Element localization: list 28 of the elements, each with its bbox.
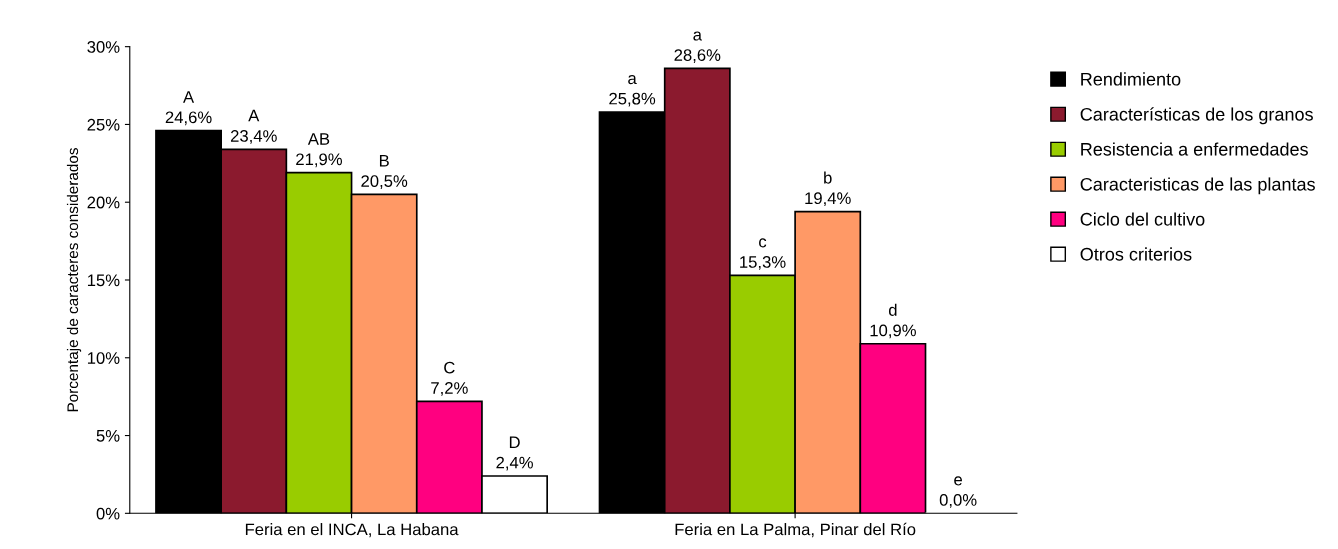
- data-label: C 7,2%: [431, 361, 468, 396]
- y-tick-label: 30%: [87, 41, 120, 53]
- y-tick-label: 0%: [96, 507, 120, 520]
- data-label: a 25,8%: [609, 75, 656, 107]
- legend-label: Rendimiento: [1081, 72, 1181, 86]
- data-label: a 28,6%: [674, 31, 721, 63]
- y-tick-label: 25%: [87, 118, 120, 131]
- legend-label: Caracteristicas de las plantas: [1080, 177, 1315, 195]
- legend-label: Otros criterios: [1080, 247, 1192, 261]
- x-tick-label: Feria en La Palma, Pinar del Río: [675, 522, 916, 538]
- data-label: B 20,5%: [361, 154, 408, 189]
- y-axis-title: Porcentaje de caracteres considerados: [66, 148, 82, 412]
- y-tick-label: 5%: [96, 430, 120, 442]
- legend-label: Ciclo del cultivo: [1080, 212, 1205, 226]
- legend-label: Resistencia a enfermedades: [1081, 142, 1308, 156]
- y-tick-label: 20%: [87, 196, 120, 209]
- data-label: AB 21,9%: [296, 133, 342, 168]
- y-tick-label: 10%: [87, 352, 120, 364]
- data-label: A 24,6%: [165, 91, 212, 126]
- data-label: e 0,0%: [939, 476, 977, 508]
- x-tick-label: Feria en el INCA, La Habana: [245, 523, 459, 538]
- data-label: A 23,4%: [230, 109, 277, 144]
- y-tick-label: 15%: [87, 274, 120, 287]
- data-label: D 2,4%: [496, 436, 533, 471]
- data-label: c 15,3%: [740, 238, 786, 270]
- legend-label: Características de los granos: [1080, 107, 1313, 125]
- data-label: b 19,4%: [805, 171, 851, 207]
- data-label: d 10,9%: [870, 303, 916, 339]
